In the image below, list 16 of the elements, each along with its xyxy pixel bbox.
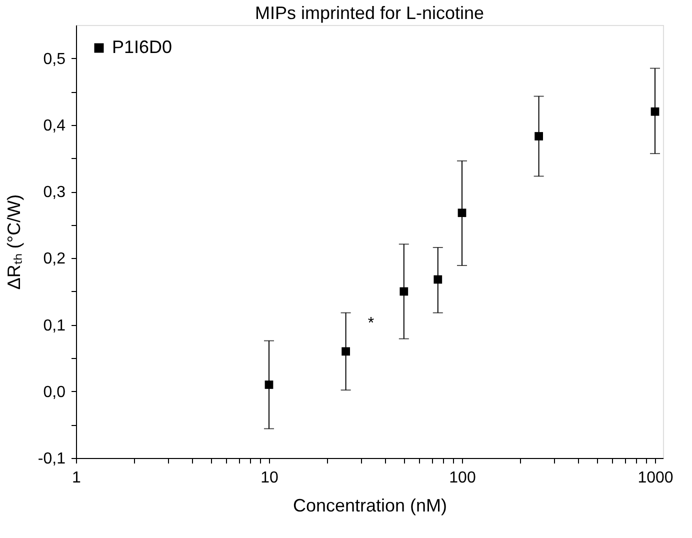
x-tick-label: 1	[72, 470, 82, 486]
x-axis-title: Concentration (nM)	[292, 496, 448, 516]
x-tick-label: 10	[260, 470, 279, 486]
y-tick-label: -0,1	[38, 450, 66, 468]
y-axis-title: ΔRₜₕ (°C/W)	[4, 194, 24, 290]
y-tick-label: 0,2	[43, 250, 66, 268]
y-tick-label: 0,4	[43, 117, 66, 134]
y-tick-label: 0,5	[43, 50, 66, 68]
y-tick-label: 0,1	[43, 317, 66, 334]
chart-title: MIPs imprinted for L-nicotine	[254, 3, 484, 23]
x-tick-label: 100	[449, 470, 476, 486]
annotation: *	[368, 315, 374, 332]
legend-label: P1I6D0	[112, 37, 172, 57]
x-tick-label: 1000	[638, 470, 674, 486]
y-tick-label: 0,0	[43, 384, 66, 401]
y-tick-label: 0,3	[43, 184, 66, 202]
